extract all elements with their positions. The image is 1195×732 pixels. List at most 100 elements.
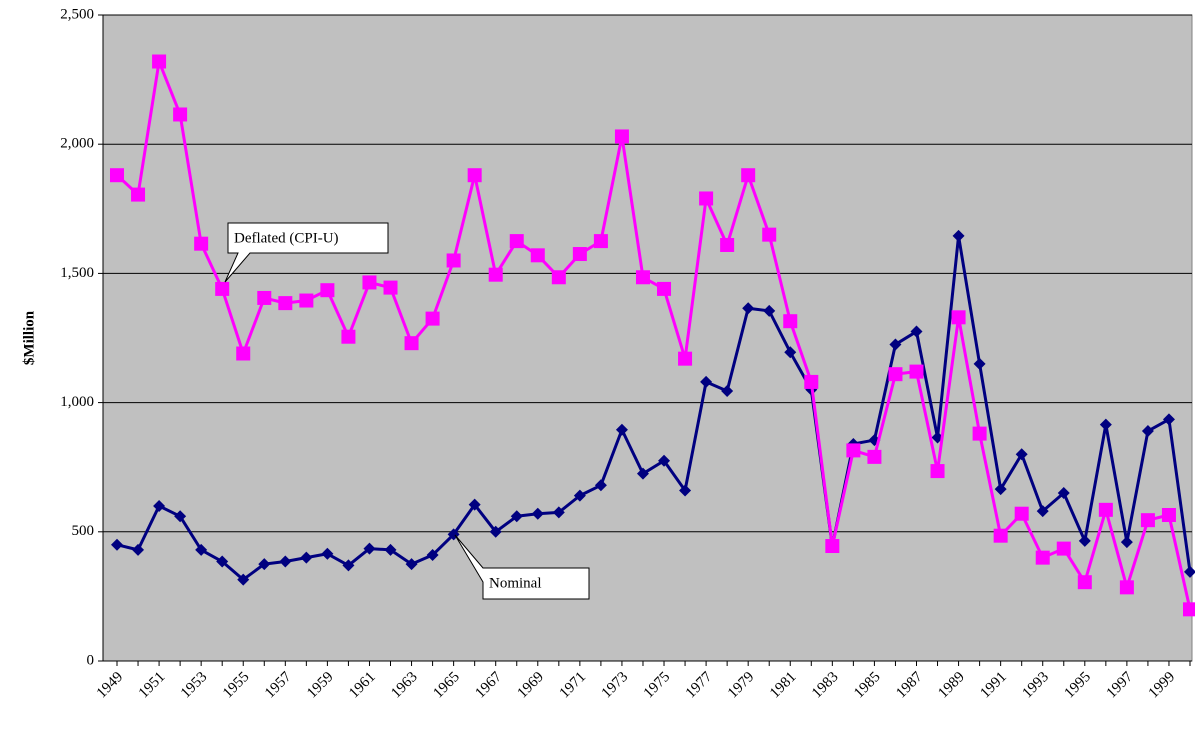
marker: [467, 168, 482, 183]
marker: [699, 191, 714, 206]
marker: [426, 549, 439, 562]
marker: [425, 311, 440, 326]
x-tick-label: 1987: [893, 669, 926, 702]
marker: [1183, 602, 1195, 617]
marker: [362, 275, 377, 290]
marker: [152, 54, 167, 69]
marker: [720, 237, 735, 252]
marker: [341, 329, 356, 344]
x-tick-label: 1989: [935, 669, 968, 702]
x-tick-label: 1953: [178, 669, 211, 702]
marker: [1057, 487, 1070, 500]
marker: [509, 234, 524, 249]
marker: [216, 555, 229, 568]
marker: [531, 507, 544, 520]
x-tick-label: 1959: [304, 669, 337, 702]
series-line: [116, 234, 1192, 582]
x-tick-label: 1981: [767, 669, 800, 702]
plot-area: [102, 14, 1193, 662]
marker: [1078, 534, 1091, 547]
y-tick-label: 1,500: [60, 265, 94, 281]
marker: [930, 464, 945, 479]
marker: [636, 467, 649, 480]
x-tick-label: 1955: [220, 669, 253, 702]
marker: [825, 539, 840, 554]
x-tick-label: 1963: [388, 669, 421, 702]
marker: [237, 573, 250, 586]
marker: [679, 484, 692, 497]
x-tick-label: 1969: [515, 669, 548, 702]
x-tick-label: 1979: [725, 669, 758, 702]
marker: [888, 367, 903, 382]
x-tick-label: 1951: [136, 669, 169, 702]
y-tick-label: 0: [87, 652, 95, 668]
marker: [363, 542, 376, 555]
marker: [446, 253, 461, 268]
marker: [1119, 580, 1134, 595]
x-tick-label: 1993: [1019, 669, 1052, 702]
marker: [1098, 502, 1113, 517]
marker: [1184, 565, 1195, 578]
marker: [1141, 425, 1154, 438]
marker: [657, 281, 672, 296]
x-tick-label: 1985: [851, 669, 884, 702]
marker: [1014, 506, 1029, 521]
marker: [615, 423, 628, 436]
marker: [530, 248, 545, 263]
callout-box: [454, 534, 590, 600]
marker: [867, 449, 882, 464]
marker: [174, 510, 187, 523]
marker: [700, 375, 713, 388]
marker: [194, 236, 209, 251]
marker: [1036, 505, 1049, 518]
marker: [1162, 413, 1175, 426]
marker: [552, 506, 565, 519]
marker: [721, 384, 734, 397]
x-tick-label: 1997: [1104, 669, 1137, 702]
marker: [279, 555, 292, 568]
x-tick-label: 1961: [346, 669, 379, 702]
marker: [678, 351, 693, 366]
marker: [910, 325, 923, 338]
marker: [131, 187, 146, 202]
marker: [973, 357, 986, 370]
x-tick-label: 1983: [809, 669, 842, 702]
marker: [1015, 448, 1028, 461]
marker: [784, 346, 797, 359]
marker: [110, 168, 124, 183]
y-tick-label: 1,000: [60, 394, 94, 410]
marker: [383, 280, 398, 295]
marker: [257, 290, 272, 305]
marker: [573, 489, 586, 502]
marker: [236, 346, 251, 361]
marker: [763, 304, 776, 317]
marker: [951, 310, 966, 325]
marker: [111, 538, 123, 551]
marker: [572, 247, 587, 262]
x-tick-label: 1975: [641, 669, 674, 702]
marker: [614, 129, 629, 144]
marker: [889, 338, 902, 351]
marker: [1120, 536, 1133, 549]
x-tick-label: 1995: [1062, 669, 1095, 702]
marker: [635, 270, 650, 285]
marker: [173, 107, 188, 122]
marker: [741, 168, 756, 183]
marker: [132, 543, 145, 556]
marker: [909, 364, 924, 379]
marker: [972, 426, 987, 441]
marker: [1035, 550, 1050, 565]
marker: [783, 314, 798, 329]
marker: [320, 283, 335, 298]
marker: [658, 454, 671, 467]
x-tick-label: 1965: [430, 669, 463, 702]
marker: [952, 229, 965, 242]
x-tick-label: 1967: [472, 669, 505, 702]
marker: [299, 293, 314, 308]
x-tick-label: 1999: [1146, 669, 1179, 702]
marker: [384, 543, 397, 556]
x-tick-label: 1949: [94, 669, 127, 702]
marker: [1099, 418, 1112, 431]
marker: [258, 558, 271, 571]
